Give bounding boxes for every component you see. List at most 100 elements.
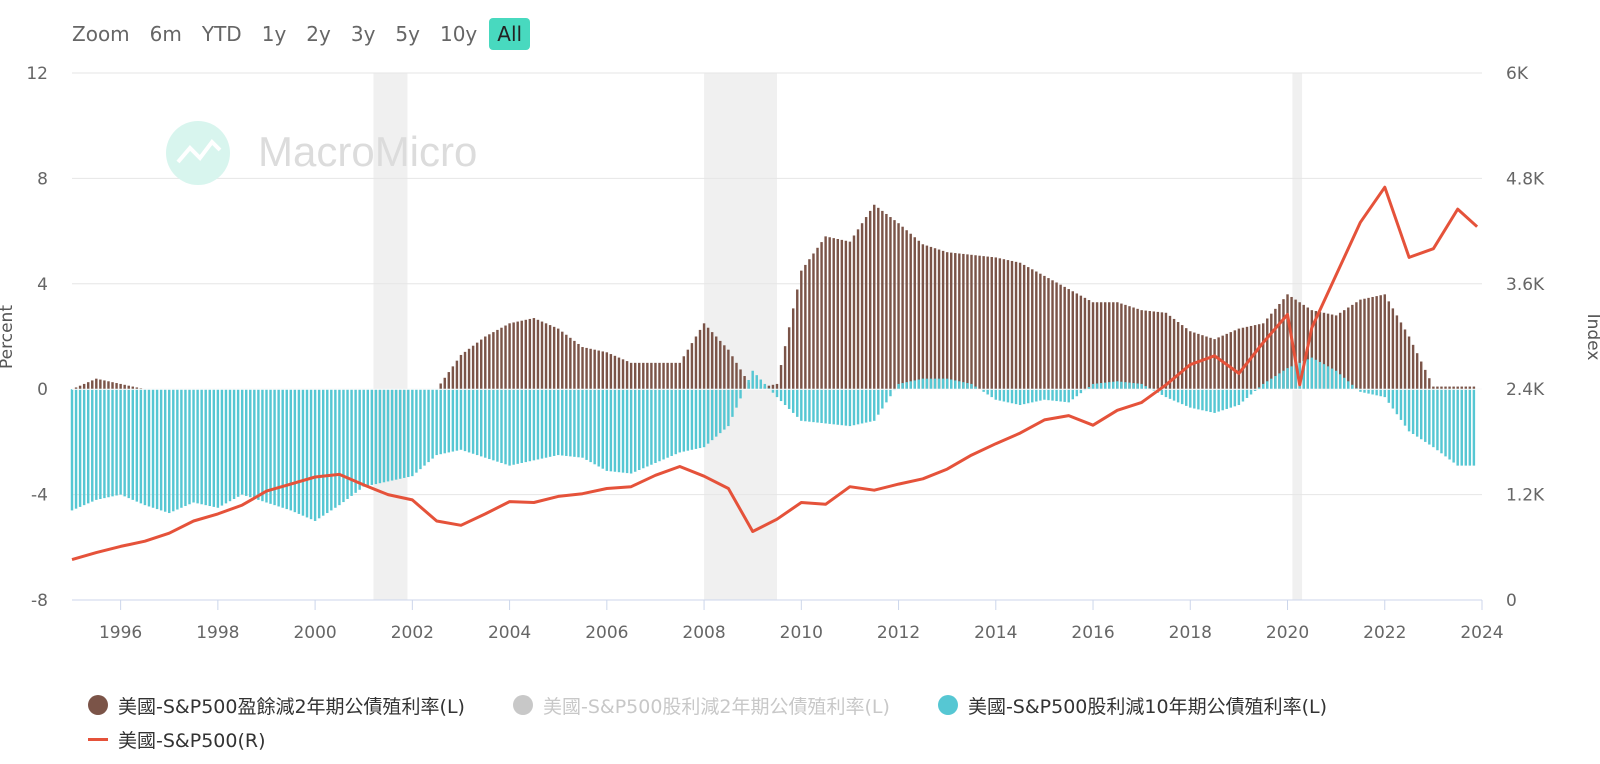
bar — [1156, 311, 1160, 390]
bar — [743, 376, 746, 390]
bar — [589, 348, 592, 390]
bar — [484, 336, 487, 390]
bar — [775, 383, 779, 390]
bar — [1221, 389, 1224, 411]
bar — [1108, 382, 1111, 390]
zoom-6m-button[interactable]: 6m — [149, 22, 182, 46]
bar — [370, 389, 374, 485]
zoom-10y-button[interactable]: 10y — [439, 22, 478, 46]
zoom-toolbar: Zoom 6m YTD 1y 2y 3y 5y 10y All — [64, 18, 531, 50]
bar — [1375, 296, 1378, 390]
bar — [877, 207, 880, 390]
zoom-1y-button[interactable]: 1y — [261, 22, 287, 46]
bar — [674, 389, 677, 455]
bar — [354, 389, 357, 493]
bar — [597, 389, 600, 467]
legend-item-dividend-10y[interactable]: 美國-S&P500股利減10年期公債殖利率(L) — [937, 692, 1327, 719]
zoom-5y-button[interactable]: 5y — [395, 22, 420, 46]
bar — [500, 327, 503, 390]
legend: 美國-S&P500盈餘減2年期公債殖利率(L) 美國-S&P500股利減2年期公… — [88, 688, 1327, 756]
bar — [739, 389, 742, 399]
bar — [1112, 381, 1115, 390]
bar — [735, 362, 738, 390]
bar — [1395, 389, 1399, 415]
bar — [1274, 376, 1277, 390]
zoom-2y-button[interactable]: 2y — [306, 22, 331, 46]
bar — [1424, 369, 1427, 390]
bar — [269, 389, 272, 504]
bar — [824, 236, 827, 390]
bar — [471, 389, 475, 454]
bar — [1261, 323, 1265, 390]
bar — [832, 238, 835, 390]
bar — [1387, 301, 1391, 390]
bar — [1002, 389, 1006, 402]
bar — [954, 380, 957, 390]
bar — [1168, 315, 1172, 390]
bar — [836, 239, 839, 390]
bar — [978, 255, 981, 390]
bar — [321, 389, 325, 516]
bar — [646, 389, 649, 467]
bar — [1079, 389, 1083, 394]
bar — [759, 379, 763, 390]
bar — [901, 226, 904, 390]
bar — [1383, 389, 1386, 398]
bar — [848, 241, 852, 390]
bar — [216, 389, 220, 508]
zoom-ytd-button[interactable]: YTD — [201, 22, 242, 46]
bar — [1201, 335, 1204, 390]
bar — [1225, 333, 1228, 390]
bar — [723, 389, 726, 430]
bar — [913, 237, 916, 390]
legend-item-earnings-2y[interactable]: 美國-S&P500盈餘減2年期公債殖利率(L) — [88, 692, 465, 719]
bar — [593, 349, 596, 390]
bar — [1193, 389, 1196, 409]
legend-item-sp500[interactable]: 美國-S&P500(R) — [88, 726, 265, 753]
bar — [1387, 389, 1391, 403]
bar — [581, 389, 584, 458]
recession-band — [373, 73, 408, 600]
bar — [719, 389, 722, 434]
bar — [1010, 389, 1014, 404]
bar — [471, 345, 475, 390]
bar — [552, 326, 556, 390]
bar — [1241, 389, 1245, 402]
bar — [844, 240, 848, 390]
bar — [1152, 311, 1156, 390]
bar — [873, 204, 876, 390]
bar — [407, 389, 410, 478]
bar — [694, 389, 698, 449]
bar — [950, 379, 953, 390]
bar — [91, 389, 94, 502]
x-tick-label: 2000 — [293, 623, 336, 643]
bar — [1456, 389, 1459, 466]
bar — [642, 362, 645, 390]
zoom-all-button[interactable]: All — [489, 18, 531, 50]
bar — [297, 389, 301, 514]
bar — [808, 259, 811, 390]
bar — [366, 389, 369, 486]
legend-item-dividend-2y[interactable]: 美國-S&P500股利減2年期公債殖利率(L) — [512, 692, 890, 719]
bar — [443, 377, 446, 390]
zoom-3y-button[interactable]: 3y — [350, 22, 376, 46]
bar — [1180, 389, 1184, 405]
bar — [909, 381, 912, 390]
bar — [966, 254, 969, 390]
bar — [1132, 307, 1135, 390]
bar — [74, 387, 78, 390]
bar — [650, 389, 653, 465]
bar — [771, 384, 775, 390]
bar — [856, 229, 860, 390]
bar — [232, 389, 236, 499]
bar — [1071, 389, 1074, 400]
bar — [1063, 389, 1066, 402]
bar — [897, 223, 900, 390]
bar — [1261, 383, 1265, 390]
bar — [1363, 298, 1366, 390]
bar — [1270, 313, 1273, 390]
bar — [382, 389, 386, 483]
bar — [1185, 328, 1188, 390]
bar — [1359, 299, 1362, 390]
bar — [1468, 386, 1472, 390]
